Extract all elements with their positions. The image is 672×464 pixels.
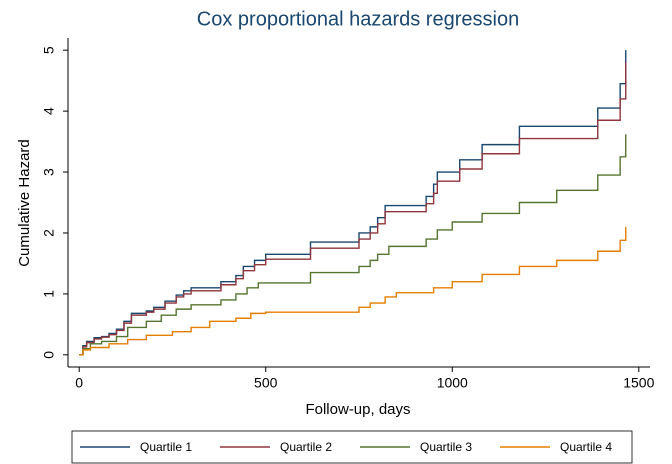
legend-label: Quartile 3	[420, 440, 472, 454]
step-line	[79, 134, 627, 356]
step-line	[79, 62, 627, 356]
x-tick-label: 1500	[623, 375, 654, 391]
legend-label: Quartile 2	[280, 440, 332, 454]
chart-title: Cox proportional hazards regression	[197, 8, 519, 30]
y-tick-label: 3	[41, 168, 57, 176]
y-tick-label: 1	[41, 290, 57, 298]
x-axis-title: Follow-up, days	[305, 401, 410, 418]
legend-label: Quartile 4	[560, 440, 612, 454]
x-tick-label: 1000	[437, 375, 468, 391]
x-tick-label: 0	[75, 375, 83, 391]
step-line	[79, 226, 627, 356]
y-axis-title: Cumulative Hazard	[16, 139, 33, 267]
y-tick-label: 0	[41, 351, 57, 359]
y-tick-label: 4	[41, 107, 57, 115]
legend-label: Quartile 1	[140, 440, 192, 454]
y-tick-label: 2	[41, 229, 57, 237]
x-tick-label: 500	[254, 375, 278, 391]
y-tick-label: 5	[41, 46, 57, 54]
